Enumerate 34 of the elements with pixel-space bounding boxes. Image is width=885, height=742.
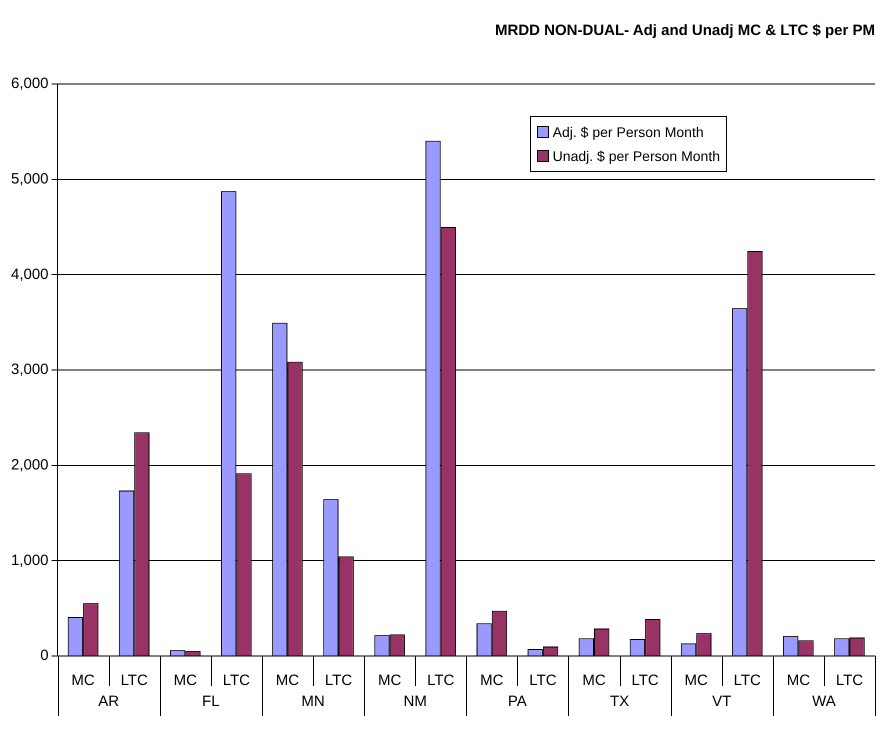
chart-title: MRDD NON-DUAL- Adj and Unadj MC & LTC $ per PM	[495, 22, 875, 40]
legend-label: Adj. $ per Person Month	[552, 124, 704, 140]
text: TX	[610, 693, 630, 710]
text: MN	[301, 693, 325, 710]
y-tick-label: 4,000	[10, 266, 49, 283]
y-tick-label: 0	[40, 647, 49, 664]
text: FL	[202, 693, 220, 710]
y-tick-label: 1,000	[10, 552, 49, 569]
y-tick-label: 6,000	[10, 75, 49, 92]
text: AR	[98, 693, 120, 710]
x-tick-label: MC	[786, 672, 810, 690]
x-tick-label: LTC	[734, 672, 762, 690]
x-tick-label: LTC	[222, 672, 250, 690]
x-tick-label: MC	[71, 672, 95, 690]
y-tick-label: 2,000	[10, 456, 49, 474]
x-tick-label: MC	[684, 672, 708, 690]
x-tick-label: LTC	[324, 672, 352, 690]
text: PA	[508, 693, 527, 710]
x-tick-label: LTC	[120, 672, 148, 690]
x-tick-label: MC	[276, 672, 300, 690]
text: VT	[712, 693, 732, 710]
y-tick-label: 3,000	[10, 361, 49, 378]
x-tick-label: LTC	[427, 672, 454, 690]
x-tick-label: MC	[582, 672, 606, 690]
x-tick-label: LTC	[529, 672, 557, 690]
text: WA	[812, 693, 836, 710]
x-tick-label: MC	[480, 672, 504, 690]
legend-label: Unadj. $ per Person Month	[552, 148, 720, 164]
y-tick-label: 5,000	[10, 170, 49, 188]
x-tick-label: LTC	[836, 672, 864, 690]
text: NM	[404, 693, 427, 710]
x-tick-label: MC	[174, 672, 198, 690]
x-tick-label: LTC	[631, 672, 659, 690]
x-tick-label: MC	[378, 672, 402, 690]
